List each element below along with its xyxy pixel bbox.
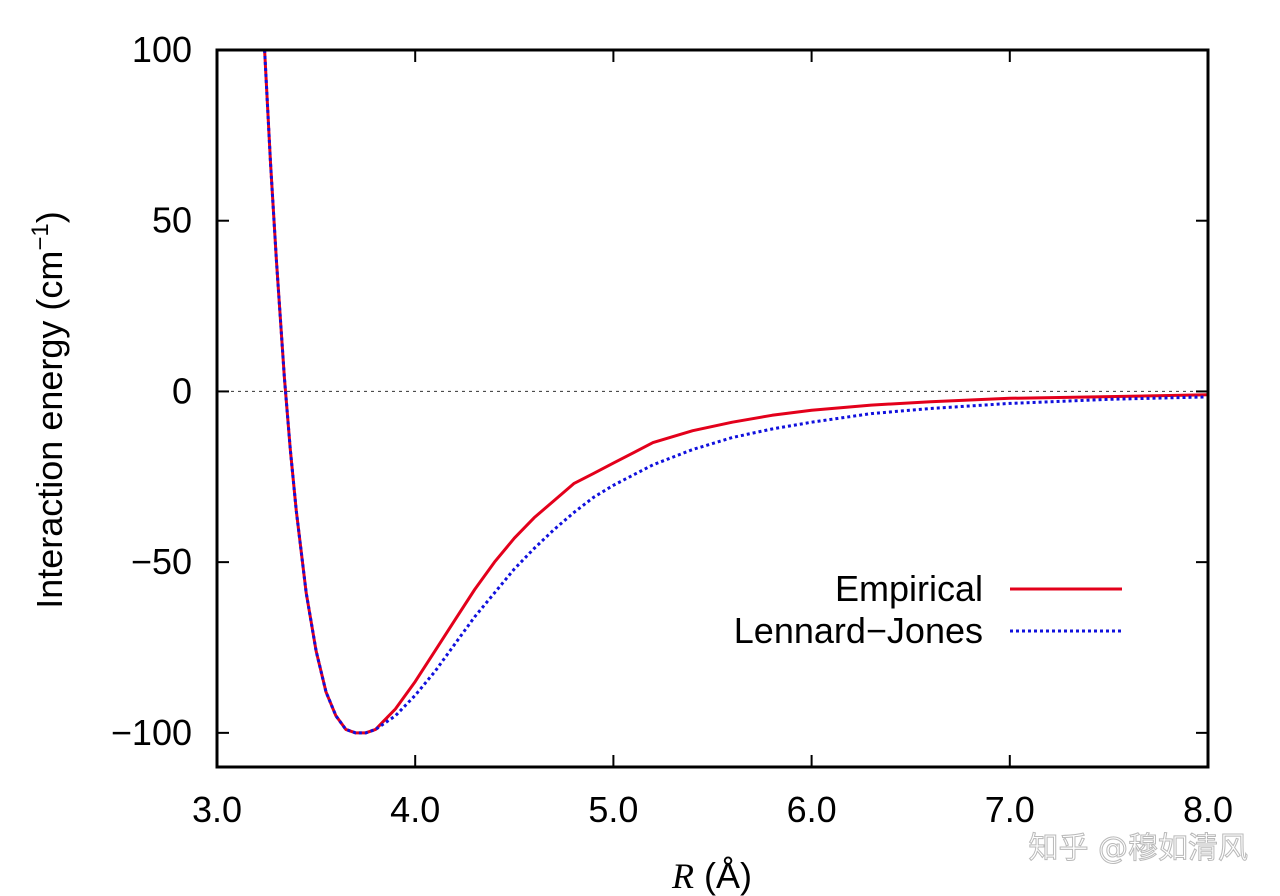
series-line-2 (263, 50, 1208, 735)
watermark-text: 知乎 @穆如清风 (1028, 831, 1248, 866)
x-axis-variable: R (671, 856, 694, 896)
x-tick-label: 5.0 (588, 789, 638, 830)
plot-frame (215, 48, 1210, 769)
y-axis-label: Interaction energy (cm (29, 251, 70, 609)
y-tick-label: 50 (152, 200, 192, 241)
y-tick-label: −100 (111, 712, 192, 753)
legend-label-2: Lennard−Jones (734, 610, 983, 651)
y-tick-label: 100 (132, 29, 192, 70)
series-line-1 (263, 50, 1208, 735)
x-axis-title: R (Å) (671, 855, 752, 896)
y-axis-unit-exponent: −1 (27, 223, 54, 250)
y-axis-title: Interaction energy (cm−1) (27, 211, 70, 609)
x-axis-unit: (Å) (694, 855, 752, 896)
x-tick-label: 7.0 (985, 789, 1035, 830)
legend-label-1: Empirical (835, 568, 983, 609)
y-tick-label: −50 (131, 541, 192, 582)
x-tick-label: 3.0 (192, 789, 242, 830)
tick-layer: 3.0 4.0 5.0 6.0 7.0 8.0 100 50 0 −50 −100 (111, 29, 1233, 830)
y-tick-label: 0 (172, 370, 192, 411)
y-axis-label-close: ) (29, 211, 70, 223)
x-tick-label: 8.0 (1183, 789, 1233, 830)
series-layer (263, 50, 1208, 735)
x-tick-label: 4.0 (390, 789, 440, 830)
x-tick-label: 6.0 (787, 789, 837, 830)
